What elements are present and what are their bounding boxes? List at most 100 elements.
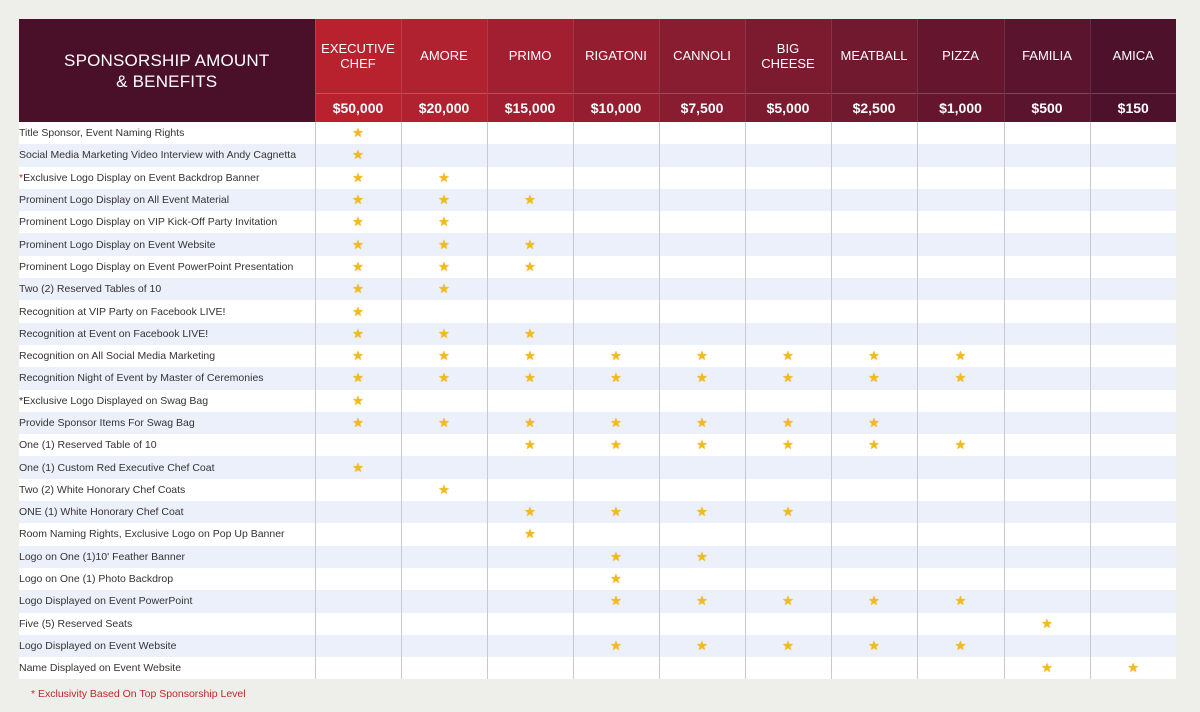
level-cell: ★ [572,344,659,368]
level-cell [658,456,745,479]
level-cell [916,188,1004,212]
level-cell [1003,188,1090,212]
level-cell [1089,278,1176,301]
level-cell: ★ [400,255,487,279]
level-cell [658,657,745,680]
level-cell [916,456,1004,479]
benefit-cell: Room Naming Rights, Exclusive Logo on Po… [19,523,315,545]
benefit-cell: Prominent Logo Display on Event PowerPoi… [19,256,315,278]
level-cell [572,144,659,167]
level-cell [314,612,401,635]
level-cell [658,211,745,234]
level-amount: $1,000 [916,92,1004,122]
star-icon: ★ [782,370,794,386]
level-cell [400,434,487,457]
level-cell [400,389,487,412]
sponsorship-table: SPONSORSHIP AMOUNT & BENEFITS EXECUTIVE … [19,19,1176,680]
level-cell [486,144,573,167]
level-cell: ★ [400,411,487,435]
benefit-label: Recognition at VIP Party on Facebook LIV… [19,305,226,318]
star-icon: ★ [1041,660,1053,676]
level-cell: ★ [658,545,745,568]
star-icon: ★ [352,236,364,252]
level-cell: ★ [314,211,401,234]
level-cell: ★ [314,411,401,435]
level-cell: ★ [572,501,659,524]
level-cell [744,456,831,479]
benefit-label: Two (2) White Honorary Chef Coats [19,483,186,496]
star-icon: ★ [524,504,536,520]
level-cell [572,322,659,345]
level-cell [916,545,1004,568]
level-cell: ★ [830,367,917,390]
benefit-row: Logo Displayed on Event Website ★ ★ ★ ★ ★ [19,634,1176,658]
level-cell: ★ [314,188,401,212]
level-amount: $500 [1003,92,1090,122]
level-cell [658,122,745,145]
level-cell [1003,211,1090,234]
level-cell: ★ [486,501,573,524]
level-cell [1003,634,1090,658]
star-icon: ★ [696,415,708,430]
level-cell: ★ [400,211,487,234]
level-name: FAMILIA [1003,19,1090,93]
level-cell [572,211,659,234]
level-cell [916,278,1004,301]
star-icon: ★ [610,593,622,609]
star-icon: ★ [954,348,967,364]
benefit-row: Title Sponsor, Event Naming Rights ★ [19,122,1176,145]
table-title-line-1: SPONSORSHIP AMOUNT [64,50,270,70]
level-cell [486,657,573,680]
star-icon: ★ [696,348,708,364]
level-cell: ★ [1003,657,1090,680]
level-name: PRIMO [486,19,573,93]
star-icon: ★ [868,593,880,609]
level-cell [744,612,831,635]
level-amount: $2,500 [830,92,917,122]
level-cell [1003,255,1090,279]
level-amount: $20,000 [400,92,487,122]
benefit-cell: Logo on One (1) Photo Backdrop [19,568,315,590]
level-name: BIG CHEESE [744,19,831,93]
benefit-row: Provide Sponsor Items For Swag Bag ★ ★ ★ ★ ★ ★… [19,411,1176,435]
level-amount: $10,000 [572,92,659,122]
star-icon: ★ [610,415,622,430]
level-cell [1003,344,1090,368]
level-cell [744,322,831,345]
star-icon: ★ [696,593,708,609]
level-cell [314,567,401,591]
star-icon: ★ [868,348,880,364]
level-cell [658,523,745,546]
level-cell [916,255,1004,279]
level-cell: ★ [314,122,401,145]
exclusivity-marker: * [19,171,24,184]
benefit-label: Prominent Logo Display on Event PowerPoi… [19,260,294,273]
benefits-body: Title Sponsor, Event Naming Rights ★ Socia… [19,122,1176,680]
benefit-label: ONE (1) White Honorary Chef Coat [19,506,184,519]
level-name: AMORE [400,19,487,93]
level-cell [1089,501,1176,524]
level-cell [1089,523,1176,546]
level-cell: ★ [658,411,745,435]
level-cell [1089,211,1176,234]
benefit-cell: Recognition on All Social Media Marketin… [19,345,315,367]
level-cell: ★ [1003,612,1090,635]
level-cell [1089,411,1176,435]
star-icon: ★ [610,571,622,587]
level-cell [400,657,487,680]
level-cell [572,188,659,212]
level-cell: ★ [486,344,573,368]
level-cell [916,211,1004,234]
level-cell [658,300,745,323]
level-cell [572,389,659,412]
level-cell [1089,233,1176,256]
level-cell [486,456,573,479]
star-icon: ★ [524,192,536,208]
star-icon: ★ [438,325,450,341]
level-cell [572,255,659,279]
benefit-label: Logo Displayed on Event Website [19,639,177,652]
star-icon: ★ [868,415,880,430]
level-cell [916,322,1004,345]
benefit-cell: Social Media Marketing Video Interview w… [19,144,315,166]
level-cell [1089,456,1176,479]
